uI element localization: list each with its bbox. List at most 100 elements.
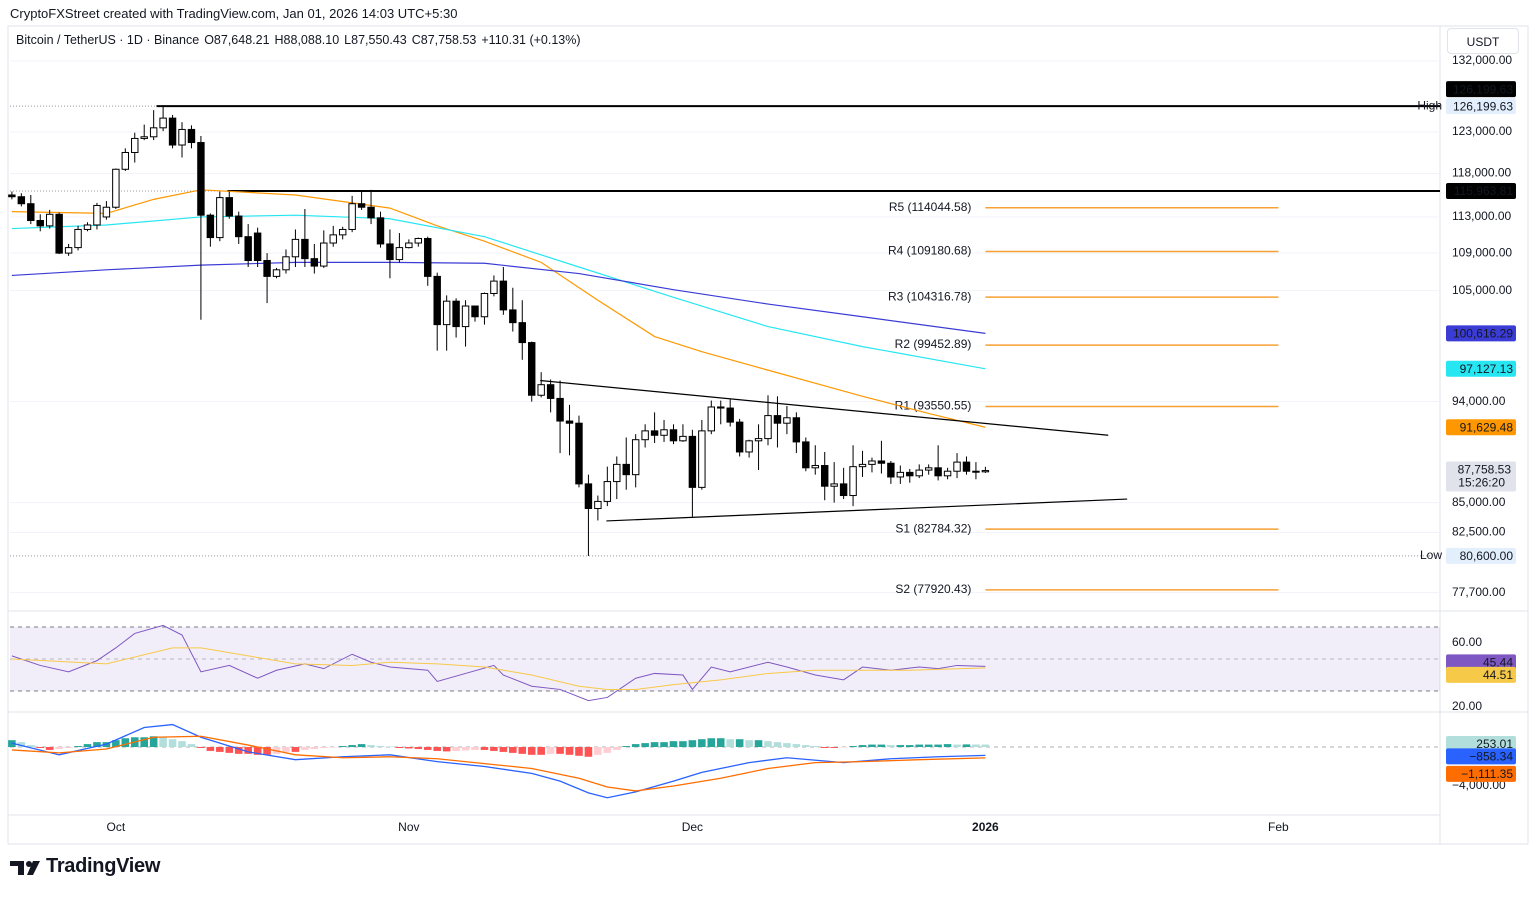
- candle-body: [717, 406, 725, 409]
- last-price-box: [1446, 461, 1516, 492]
- candle-body: [877, 460, 886, 464]
- candle-body: [8, 194, 16, 198]
- y-tick-label: 85,000.00: [1452, 495, 1506, 509]
- x-tick-label: Feb: [1268, 820, 1289, 834]
- pivot-label: R1 (93550.55): [895, 399, 972, 413]
- candle-body: [726, 407, 734, 423]
- candle-body: [754, 438, 763, 442]
- ohlc-close: C87,758.53: [411, 33, 477, 47]
- histogram-bar: [707, 738, 716, 748]
- price-tag: −1,111.35: [1446, 765, 1516, 782]
- candle-body: [187, 128, 196, 144]
- candle-body: [414, 237, 423, 244]
- price-tag-label: 97,127.13: [1460, 362, 1514, 376]
- candle-body: [594, 500, 602, 510]
- histogram-bar: [414, 747, 423, 749]
- candle-body: [688, 435, 697, 488]
- candle-body: [660, 429, 668, 436]
- price-tag-box: [1446, 81, 1516, 98]
- candle-body: [556, 397, 564, 422]
- candle-body: [849, 466, 857, 497]
- candle-body: [93, 204, 101, 226]
- histogram-bar: [868, 744, 876, 748]
- candle-body: [461, 305, 470, 328]
- pivot-label: S2 (77920.43): [895, 582, 971, 596]
- histogram-bar: [631, 744, 640, 748]
- pivot-label: R4 (109180.68): [888, 244, 971, 258]
- candle-body: [650, 430, 659, 436]
- histogram-bar: [367, 745, 375, 748]
- candle-body: [225, 197, 233, 217]
- histogram-bar: [480, 747, 489, 750]
- symbol-line: Bitcoin / TetherUS · 1D · Binance O87,64…: [16, 33, 581, 47]
- pivot-label: R3 (104316.78): [888, 289, 971, 303]
- candle-body: [320, 242, 328, 267]
- symbol: Bitcoin / TetherUS · 1D · Binance: [16, 33, 200, 47]
- candle-body: [962, 461, 971, 472]
- histogram-bar: [471, 747, 479, 750]
- candle-body: [830, 483, 838, 487]
- histogram-bar: [36, 747, 45, 748]
- histogram-bar: [754, 740, 763, 748]
- histogram-bar: [348, 745, 356, 748]
- candle-body: [36, 220, 44, 227]
- y-tick-label: 77,700.00: [1452, 585, 1506, 599]
- candle-body: [45, 213, 54, 227]
- price-tag-box: [1446, 765, 1516, 782]
- price-tag-box: [1446, 547, 1516, 564]
- currency-button[interactable]: USDT: [1447, 28, 1519, 54]
- candle-body: [603, 481, 612, 502]
- y-tick-label: 60.00: [1452, 635, 1482, 649]
- candle-body: [386, 243, 394, 261]
- candle-body: [528, 342, 536, 396]
- rsi-line: [11, 647, 986, 690]
- candle-body: [282, 256, 290, 271]
- histogram-bar: [858, 745, 867, 748]
- histogram-bar: [301, 747, 309, 750]
- candle-body: [338, 228, 347, 236]
- price-tag: 45.44: [1446, 654, 1516, 671]
- histogram-bar: [905, 745, 914, 748]
- histogram-bar: [698, 739, 706, 748]
- histogram-bar: [140, 737, 148, 748]
- price-tag-label: 126,199.63: [1453, 99, 1513, 113]
- price-tag-label: 45.44: [1483, 656, 1513, 670]
- candle-body: [934, 467, 942, 477]
- histogram-bar: [669, 741, 678, 748]
- price-tag-box: [1446, 98, 1516, 115]
- candle-body: [839, 483, 848, 497]
- y-tick-label: 82,500.00: [1452, 525, 1506, 539]
- price-tag-label: 126,199.63: [1453, 82, 1513, 96]
- histogram-bar: [282, 747, 290, 752]
- candle-body: [669, 429, 678, 442]
- candle-body: [924, 467, 933, 471]
- y-tick-label: 118,000.00: [1452, 166, 1511, 180]
- ohlc-low: L87,550.43: [344, 33, 407, 47]
- candle-body: [329, 234, 337, 244]
- candle-body: [112, 168, 120, 208]
- level-name: Low: [1420, 548, 1442, 562]
- candle-body: [906, 471, 914, 477]
- candle-body: [764, 415, 772, 440]
- price-tag-box: [1446, 748, 1516, 765]
- candle-body: [802, 441, 810, 469]
- histogram-bar: [55, 747, 63, 749]
- candle-body: [216, 197, 224, 239]
- candle-body: [896, 471, 905, 478]
- price-tag-label: 115,963.81: [1454, 184, 1513, 198]
- candle-body: [55, 213, 63, 254]
- price-tag-box: [1446, 654, 1516, 671]
- histogram-bar: [93, 742, 101, 748]
- histogram-bar: [896, 745, 905, 748]
- price-tag-box: [1446, 736, 1516, 753]
- candle-body: [735, 421, 744, 453]
- histogram-bar: [594, 747, 602, 755]
- histogram-bar: [197, 747, 205, 748]
- moving-average: [11, 214, 986, 370]
- histogram-bar: [688, 740, 697, 748]
- candle-body: [178, 128, 186, 146]
- histogram-bar: [216, 747, 224, 752]
- macd-line: [11, 735, 986, 792]
- histogram-bar: [320, 747, 328, 748]
- credit-line: CryptoFXStreet created with TradingView.…: [10, 6, 458, 21]
